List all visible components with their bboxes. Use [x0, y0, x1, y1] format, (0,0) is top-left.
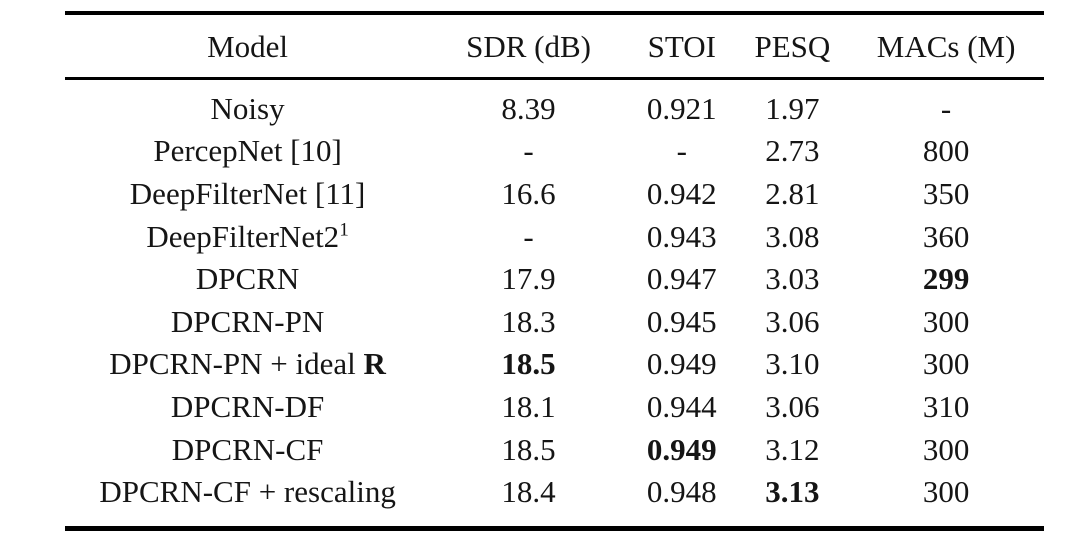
stoi-cell: - — [676, 133, 687, 169]
stoi-cell: 0.949 — [646, 431, 717, 467]
model-name: PercepNet [10] — [153, 133, 342, 169]
model-name: DeepFilterNet2 — [146, 218, 340, 254]
pesq-cell: 3.10 — [765, 346, 820, 382]
model-cell: DPCRN-CF — [65, 428, 430, 471]
model-name: DPCRN-DF — [170, 388, 325, 424]
table-row: DeepFilterNet21 - 0.943 3.08 360 — [65, 215, 1044, 258]
macs-cell: 800 — [922, 133, 970, 169]
table-row: Noisy 8.39 0.921 1.97 - — [65, 79, 1044, 130]
sdr-cell: 18.1 — [501, 388, 556, 424]
sdr-cell: 18.4 — [501, 474, 556, 510]
table-row: DPCRN-CF + rescaling 18.4 0.948 3.13 300 — [65, 470, 1044, 513]
macs-cell: 350 — [922, 175, 970, 211]
model-cell: Noisy — [65, 79, 430, 130]
table-row: DeepFilterNet [11] 16.6 0.942 2.81 350 — [65, 172, 1044, 215]
stoi-cell: 0.945 — [646, 303, 717, 339]
macs-cell: 300 — [922, 431, 970, 467]
pesq-cell: 3.03 — [765, 261, 820, 297]
stoi-cell: 0.942 — [646, 175, 717, 211]
model-name: DPCRN-CF + rescaling — [99, 474, 396, 510]
model-name: DPCRN-CF — [171, 431, 324, 467]
model-cell: DPCRN-PN — [65, 300, 430, 343]
model-cell: DeepFilterNet [11] — [65, 172, 430, 215]
model-name: DPCRN — [195, 261, 300, 297]
stoi-cell: 0.949 — [646, 346, 717, 382]
macs-cell: 300 — [922, 474, 970, 510]
model-name-bold-part: R — [363, 346, 386, 382]
model-cell: DPCRN-DF — [65, 385, 430, 428]
stoi-cell: 0.947 — [646, 261, 717, 297]
macs-cell: 299 — [922, 261, 970, 297]
column-header-sdr: SDR (dB) — [430, 15, 627, 80]
macs-cell: 310 — [922, 388, 970, 424]
model-name-superscript: 1 — [339, 219, 349, 241]
model-comparison-table: Model SDR (dB) STOI PESQ MACs (M) Noisy … — [65, 15, 1044, 513]
table-row: DPCRN-CF 18.5 0.949 3.12 300 — [65, 428, 1044, 471]
stoi-cell: 0.921 — [646, 90, 717, 126]
header-row: Model SDR (dB) STOI PESQ MACs (M) — [65, 15, 1044, 80]
sdr-cell: 16.6 — [501, 175, 556, 211]
sdr-cell: - — [523, 218, 534, 254]
macs-cell: 300 — [922, 346, 970, 382]
sdr-cell: 8.39 — [501, 90, 556, 126]
column-header-model: Model — [65, 15, 431, 80]
table-row: DPCRN-PN + ideal R 18.5 0.949 3.10 300 — [65, 343, 1044, 386]
column-header-macs: MACs (M) — [848, 15, 1044, 80]
column-header-pesq: PESQ — [736, 15, 849, 80]
table-row: DPCRN 17.9 0.947 3.03 299 — [65, 257, 1044, 300]
pesq-cell: 3.06 — [765, 303, 820, 339]
stoi-cell: 0.948 — [646, 474, 717, 510]
macs-cell: 300 — [922, 303, 970, 339]
table-row: PercepNet [10] - - 2.73 800 — [65, 130, 1044, 173]
macs-cell: - — [940, 90, 952, 126]
model-name: DPCRN-PN — [170, 303, 325, 339]
sdr-cell: 17.9 — [501, 261, 556, 297]
pesq-cell: 2.81 — [765, 175, 820, 211]
pesq-cell: 3.13 — [765, 474, 820, 510]
table-row: DPCRN-DF 18.1 0.944 3.06 310 — [65, 385, 1044, 428]
pesq-cell: 3.12 — [765, 431, 820, 467]
results-table: Model SDR (dB) STOI PESQ MACs (M) Noisy … — [65, 11, 1044, 531]
model-cell: DeepFilterNet21 — [65, 215, 430, 258]
pesq-cell: 3.08 — [765, 218, 820, 254]
model-name: DeepFilterNet [11] — [129, 175, 366, 211]
sdr-cell: 18.3 — [501, 303, 556, 339]
model-cell: DPCRN — [65, 257, 430, 300]
sdr-cell: 18.5 — [501, 431, 556, 467]
sdr-cell: 18.5 — [501, 346, 556, 382]
sdr-cell: - — [523, 133, 534, 169]
stoi-cell: 0.944 — [646, 388, 717, 424]
pesq-cell: 1.97 — [765, 90, 820, 126]
pesq-cell: 3.06 — [765, 388, 820, 424]
model-cell: DPCRN-CF + rescaling — [65, 470, 430, 513]
model-cell: PercepNet [10] — [65, 130, 430, 173]
model-cell: DPCRN-PN + ideal R — [65, 343, 430, 386]
stoi-cell: 0.943 — [646, 218, 717, 254]
macs-cell: 360 — [922, 218, 970, 254]
pesq-cell: 2.73 — [765, 133, 820, 169]
table-row: DPCRN-PN 18.3 0.945 3.06 300 — [65, 300, 1044, 343]
model-name: Noisy — [210, 90, 285, 126]
model-name: DPCRN-PN + ideal — [109, 346, 364, 382]
column-header-stoi: STOI — [626, 15, 737, 80]
